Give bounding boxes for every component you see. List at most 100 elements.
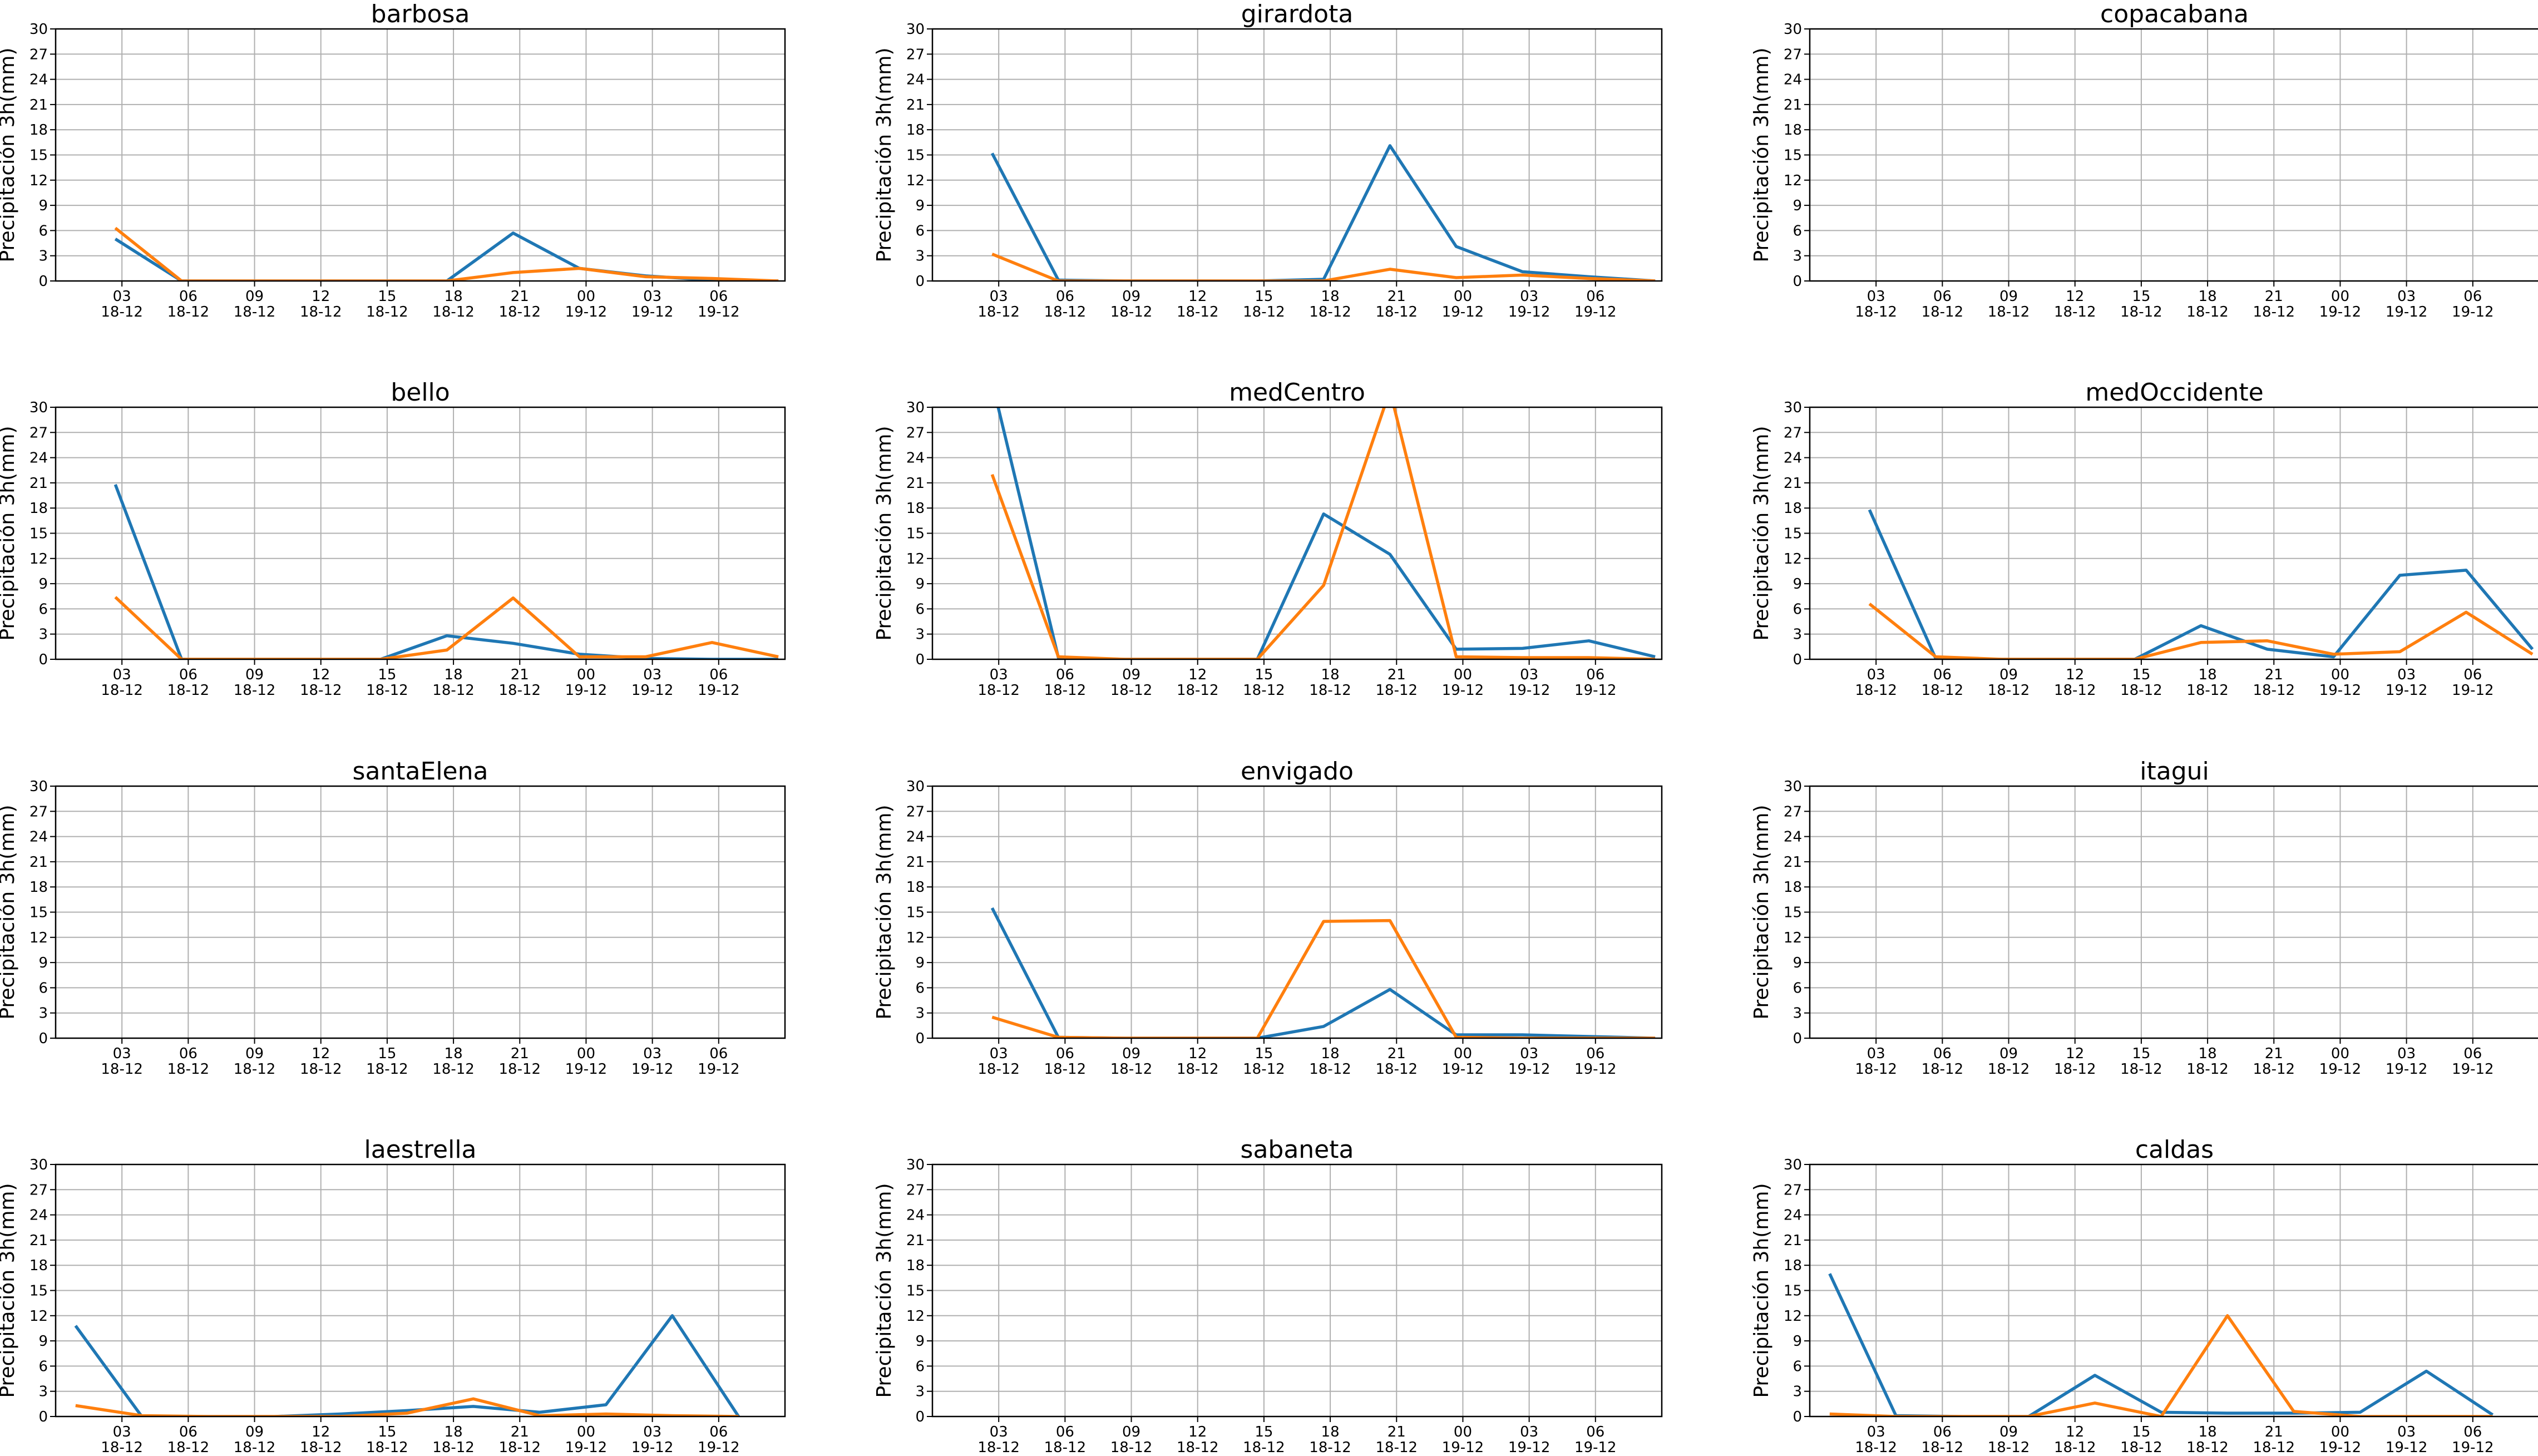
subplot-title: bello	[391, 378, 450, 407]
x-tick-label-hour: 00	[2331, 288, 2349, 305]
x-tick-label-hour: 21	[2265, 667, 2283, 683]
x-tick-label-hour: 06	[1933, 288, 1952, 305]
x-tick-label-date: 18-12	[2253, 1061, 2295, 1078]
y-tick-label: 9	[1793, 955, 1802, 971]
y-tick-label: 30	[29, 399, 48, 416]
x-tick-label-hour: 15	[2132, 1045, 2150, 1062]
y-tick-label: 15	[1784, 147, 1802, 164]
y-axis-label: Precipitación 3h(mm)	[1750, 426, 1773, 640]
x-tick-label-date: 19-12	[2452, 682, 2494, 699]
x-tick-label-hour: 09	[245, 1424, 264, 1440]
x-tick-label-date: 18-12	[2186, 682, 2229, 699]
y-tick-label: 12	[29, 172, 48, 189]
x-tick-label-hour: 18	[1321, 1045, 1340, 1062]
y-tick-label: 6	[1793, 223, 1802, 239]
series-line-orange	[991, 919, 1656, 1038]
x-tick-label-hour: 21	[1387, 1045, 1406, 1062]
subplot-laestrella: 0369121518212427300318-120618-120918-121…	[0, 1136, 786, 1456]
x-tick-label-date: 19-12	[1442, 1061, 1484, 1078]
y-tick-label: 24	[1784, 829, 1802, 846]
y-tick-label: 9	[915, 198, 925, 214]
y-tick-label: 30	[1784, 778, 1802, 795]
x-tick-label-date: 18-12	[2120, 682, 2162, 699]
x-tick-label-date: 18-12	[1855, 304, 1897, 320]
series-line-orange	[114, 596, 779, 659]
x-tick-label-date: 18-12	[1855, 1439, 1897, 1456]
x-tick-label-hour: 03	[2397, 1045, 2416, 1062]
x-tick-label-hour: 12	[1188, 1045, 1207, 1062]
x-tick-label-hour: 06	[1586, 288, 1604, 305]
y-tick-label: 6	[915, 1358, 925, 1375]
y-tick-label: 15	[29, 147, 48, 164]
x-tick-label-date: 18-12	[1110, 1439, 1153, 1456]
y-tick-label: 24	[29, 829, 48, 846]
x-tick-label-date: 19-12	[631, 1061, 674, 1078]
series-line-blue	[990, 907, 1656, 1038]
x-tick-label-hour: 09	[245, 1045, 264, 1062]
x-tick-label-hour: 18	[1321, 1424, 1340, 1440]
x-tick-label-date: 18-12	[1922, 304, 1964, 320]
y-tick-label: 27	[1784, 803, 1802, 820]
subplot-envigado: 0369121518212427300318-120618-120918-121…	[873, 757, 1663, 1078]
x-tick-label-hour: 03	[643, 1045, 661, 1062]
x-tick-label-date: 18-12	[1988, 1439, 2030, 1456]
y-tick-label: 3	[915, 248, 925, 265]
y-tick-label: 6	[38, 1358, 48, 1375]
x-tick-label-hour: 03	[113, 288, 131, 305]
x-tick-label-hour: 12	[1188, 1424, 1207, 1440]
x-tick-label-hour: 03	[990, 667, 1008, 683]
x-tick-label-date: 19-12	[2319, 1061, 2362, 1078]
subplot-title: medCentro	[1229, 378, 1365, 407]
y-tick-label: 9	[915, 576, 925, 593]
y-tick-label: 18	[1784, 1257, 1802, 1274]
x-tick-label-date: 18-12	[101, 682, 143, 699]
x-tick-label-hour: 12	[1188, 667, 1207, 683]
y-tick-label: 9	[38, 955, 48, 971]
x-tick-label-date: 18-12	[167, 304, 210, 320]
y-tick-label: 12	[1784, 930, 1802, 946]
y-tick-label: 15	[29, 526, 48, 542]
x-tick-label-hour: 06	[179, 1424, 197, 1440]
x-tick-label-hour: 21	[511, 1045, 529, 1062]
x-tick-label-hour: 00	[2331, 1045, 2349, 1062]
x-tick-label-date: 19-12	[2319, 304, 2362, 320]
x-tick-label-hour: 12	[312, 667, 330, 683]
y-tick-label: 18	[906, 500, 925, 517]
x-tick-label-hour: 09	[245, 288, 264, 305]
x-tick-label-date: 18-12	[498, 304, 541, 320]
y-tick-label: 24	[906, 72, 925, 88]
y-tick-label: 21	[1784, 854, 1802, 871]
x-tick-label-date: 18-12	[1922, 682, 1964, 699]
x-tick-label-date: 18-12	[1309, 1439, 1351, 1456]
x-tick-label-hour: 00	[1454, 1424, 1472, 1440]
y-tick-label: 6	[1793, 980, 1802, 996]
x-tick-label-hour: 09	[245, 667, 264, 683]
y-tick-label: 6	[38, 980, 48, 996]
y-tick-label: 0	[915, 1409, 925, 1425]
y-tick-label: 6	[915, 223, 925, 239]
x-tick-label-hour: 03	[1867, 1045, 1885, 1062]
y-tick-label: 24	[1784, 450, 1802, 467]
x-tick-label-hour: 06	[2463, 667, 2482, 683]
y-tick-label: 0	[915, 652, 925, 668]
y-axis-label: Precipitación 3h(mm)	[873, 426, 896, 640]
y-tick-label: 27	[906, 46, 925, 63]
series-line-orange	[75, 1397, 739, 1416]
series-line-orange	[114, 226, 779, 281]
y-tick-label: 3	[38, 1384, 48, 1400]
x-tick-label-hour: 12	[2066, 667, 2084, 683]
x-tick-label-date: 19-12	[565, 1439, 608, 1456]
x-tick-label-date: 19-12	[1508, 1439, 1551, 1456]
y-tick-label: 3	[915, 1005, 925, 1022]
x-tick-label-hour: 03	[2397, 667, 2416, 683]
x-tick-label-date: 18-12	[1044, 1061, 1087, 1078]
x-tick-label-date: 18-12	[1044, 304, 1087, 320]
x-tick-label-hour: 06	[2463, 288, 2482, 305]
x-tick-label-date: 18-12	[1177, 1439, 1219, 1456]
x-tick-label-hour: 06	[2463, 1424, 2482, 1440]
y-tick-label: 27	[1784, 425, 1802, 441]
y-tick-label: 21	[29, 97, 48, 113]
x-tick-label-date: 19-12	[565, 304, 608, 320]
x-tick-label-date: 18-12	[1375, 682, 1418, 699]
y-axis-label: Precipitación 3h(mm)	[0, 47, 19, 262]
